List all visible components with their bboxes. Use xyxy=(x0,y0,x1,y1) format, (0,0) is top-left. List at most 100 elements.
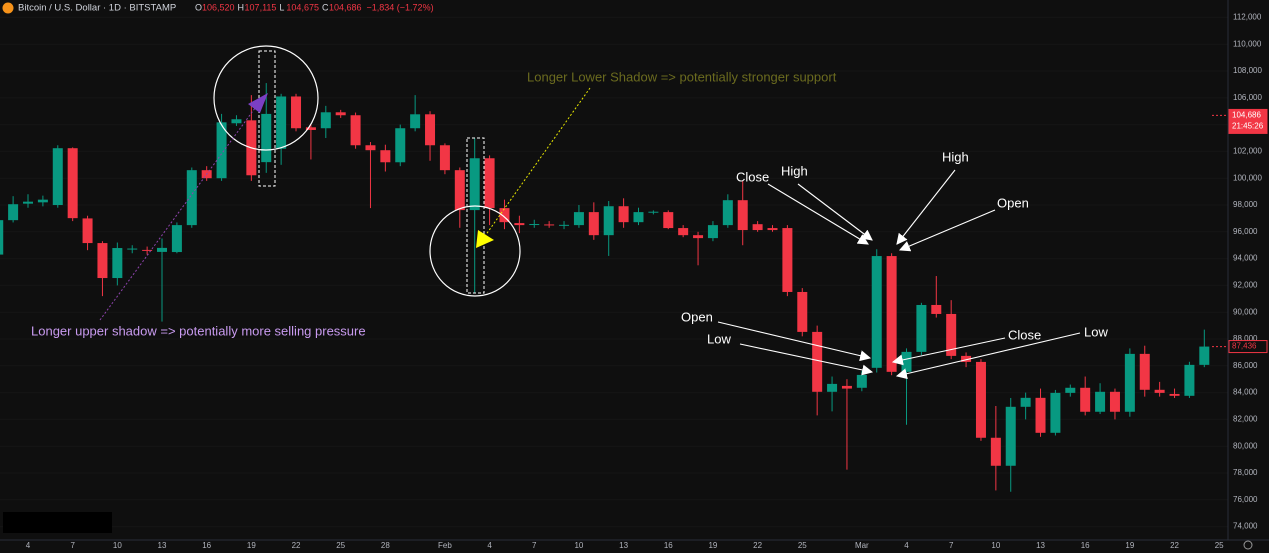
candle-body xyxy=(1035,397,1046,433)
x-tick-label: 22 xyxy=(1170,541,1179,550)
candle-body xyxy=(410,114,421,129)
candle-body xyxy=(82,218,93,244)
candle-body xyxy=(112,248,123,279)
annotation: High xyxy=(942,149,969,164)
x-tick-label: 22 xyxy=(753,541,762,550)
candle-body xyxy=(663,212,674,229)
candle-body xyxy=(856,374,867,388)
highlight-box xyxy=(466,137,485,294)
y-tick-label: 92,000 xyxy=(1233,281,1258,290)
x-tick-label: 13 xyxy=(619,541,628,550)
candle-body xyxy=(350,115,361,146)
candle-body xyxy=(171,225,182,253)
x-tick-label: 10 xyxy=(574,541,583,550)
candle-body xyxy=(1184,364,1195,396)
candle-body xyxy=(320,112,331,129)
candle-body xyxy=(216,122,227,179)
x-tick-label: 4 xyxy=(904,541,909,550)
highlight-circle xyxy=(429,205,521,297)
candle-body xyxy=(633,212,644,223)
trend-line xyxy=(99,103,259,321)
candle-body xyxy=(67,148,78,219)
candle-body xyxy=(827,383,838,392)
candle-body xyxy=(648,211,659,213)
y-tick-label: 86,000 xyxy=(1233,361,1258,370)
candle-body xyxy=(454,170,465,211)
x-tick-label: 28 xyxy=(381,541,390,550)
annotation: Longer Lower Shadow => potentially stron… xyxy=(527,69,837,84)
candle-body xyxy=(782,228,793,292)
annotation: Close xyxy=(1008,327,1041,342)
countdown: 21:45:26 xyxy=(1232,122,1264,131)
candle-body xyxy=(439,145,450,171)
arrow-head xyxy=(248,93,268,113)
x-tick-label: Mar xyxy=(855,541,869,550)
x-tick-label: 25 xyxy=(798,541,807,550)
candle-body xyxy=(1065,387,1076,393)
arrow-head xyxy=(476,230,494,248)
annotation: High xyxy=(781,163,808,178)
x-tick-label: 25 xyxy=(336,541,345,550)
candle-body xyxy=(1154,389,1165,393)
x-tick-label: 25 xyxy=(1215,541,1224,550)
candle-body xyxy=(871,256,882,368)
candle-body xyxy=(365,145,376,151)
candle-body xyxy=(752,224,763,231)
candle-body xyxy=(1005,406,1016,466)
ohlc-value: 104,675 xyxy=(286,2,319,12)
candle-body xyxy=(529,224,540,226)
candle-body xyxy=(722,200,733,226)
candle-body xyxy=(767,228,778,231)
candle-body xyxy=(544,224,555,226)
annotation: Low xyxy=(1084,324,1108,339)
x-tick-label: 4 xyxy=(487,541,492,550)
x-tick-label: 7 xyxy=(532,541,537,550)
ohlc-value: 106,520 xyxy=(202,2,235,12)
ohlc-key: H xyxy=(238,2,245,12)
y-tick-label: 102,000 xyxy=(1233,147,1262,156)
x-tick-label: 22 xyxy=(292,541,301,550)
annotation: Open xyxy=(997,195,1029,210)
candle-body xyxy=(916,304,927,352)
candle-body xyxy=(37,199,48,203)
candle-body xyxy=(469,158,480,211)
candle-body xyxy=(1080,387,1091,412)
x-tick-label: 13 xyxy=(158,541,167,550)
candle-body xyxy=(1020,397,1031,407)
candle-body xyxy=(186,170,197,226)
annotation: Close xyxy=(736,169,769,184)
annotation: Longer upper shadow => potentially more … xyxy=(31,323,366,338)
candle-body xyxy=(841,385,852,389)
y-tick-label: 90,000 xyxy=(1233,307,1258,316)
candle-body xyxy=(305,127,316,130)
candle-body xyxy=(693,235,704,239)
candle-body xyxy=(499,208,510,223)
x-tick-label: 19 xyxy=(708,541,717,550)
candle-body xyxy=(52,148,63,206)
x-tick-label: 16 xyxy=(1081,541,1090,550)
x-tick-label: 13 xyxy=(1036,541,1045,550)
candle-body xyxy=(127,248,138,250)
candle-body xyxy=(484,158,495,209)
candle-body xyxy=(395,128,406,163)
candle-body xyxy=(1095,391,1106,412)
candle-body xyxy=(901,351,912,372)
candle-body xyxy=(990,437,1001,466)
drawings xyxy=(99,45,1081,380)
candle-body xyxy=(573,212,584,226)
x-tick-label: 19 xyxy=(247,541,256,550)
candle-body xyxy=(886,256,897,372)
settings-button[interactable] xyxy=(1243,540,1253,550)
ohlc-key: O xyxy=(195,2,202,12)
logo-cover xyxy=(3,512,112,533)
candle-body xyxy=(737,200,748,231)
candle-body xyxy=(514,223,525,226)
ohlc-value: 104,686 xyxy=(329,2,362,12)
candle-body xyxy=(1109,391,1120,412)
candle-body xyxy=(291,96,302,129)
candle-body xyxy=(8,204,19,221)
y-tick-label: 106,000 xyxy=(1233,93,1262,102)
highlight-circle xyxy=(213,45,319,151)
candle-body xyxy=(678,228,689,236)
